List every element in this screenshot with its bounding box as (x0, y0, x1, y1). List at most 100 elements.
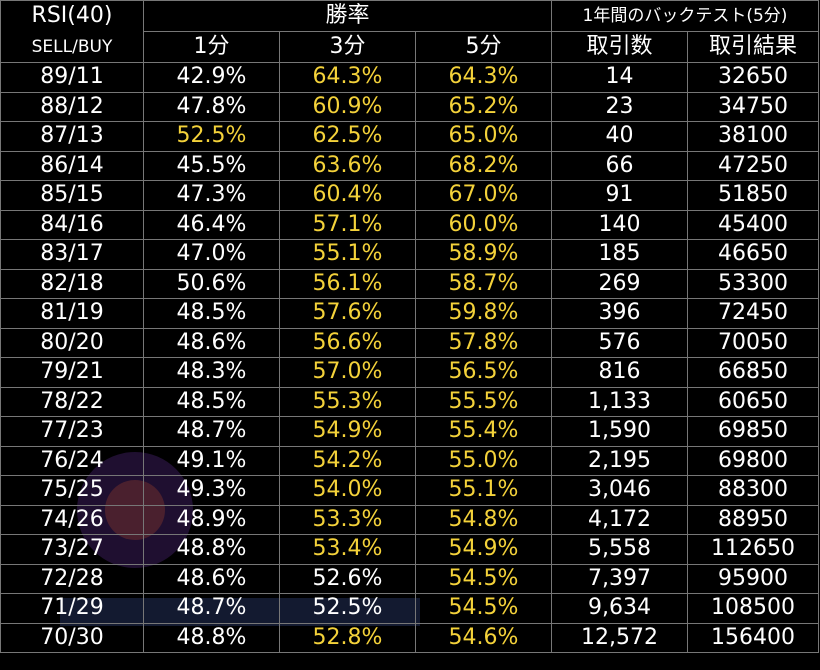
result-cell: 47250 (687, 150, 819, 181)
table-row: 84/16 46.4% 57.1% 60.0% 140 45400 (0, 209, 819, 240)
sell-buy-cell: 84/16 (0, 209, 144, 240)
win-rate-3min-cell: 56.1% (279, 268, 416, 299)
win-rate-5min-cell: 57.8% (415, 327, 552, 358)
win-rate-3min-cell: 52.8% (279, 622, 416, 653)
trades-cell: 185 (551, 239, 688, 270)
win-rate-3min-cell: 60.4% (279, 180, 416, 211)
trades-cell: 14 (551, 62, 688, 93)
result-cell: 156400 (687, 622, 819, 653)
win-rate-1min-cell: 47.3% (143, 180, 280, 211)
win-rate-3min-cell: 54.2% (279, 445, 416, 476)
table-row: 85/15 47.3% 60.4% 67.0% 91 51850 (0, 180, 819, 211)
col-header-3min: 3分 (279, 31, 416, 63)
win-rate-3min-cell: 57.0% (279, 357, 416, 388)
result-cell: 51850 (687, 180, 819, 211)
sell-buy-cell: 83/17 (0, 239, 144, 270)
trades-cell: 269 (551, 268, 688, 299)
table-row: 71/29 48.7% 52.5% 54.5% 9,634 108500 (0, 593, 819, 624)
win-rate-3min-cell: 62.5% (279, 121, 416, 152)
win-rate-1min-cell: 48.7% (143, 593, 280, 624)
win-rate-5min-cell: 54.5% (415, 593, 552, 624)
table-row: 82/18 50.6% 56.1% 58.7% 269 53300 (0, 268, 819, 299)
result-cell: 112650 (687, 534, 819, 565)
table-row: 74/26 48.9% 53.3% 54.8% 4,172 88950 (0, 504, 819, 535)
result-cell: 45400 (687, 209, 819, 240)
win-rate-1min-cell: 49.3% (143, 475, 280, 506)
backtest-header: 1年間のバックテスト(5分) (551, 0, 819, 32)
win-rate-3min-cell: 53.4% (279, 534, 416, 565)
win-rate-header: 勝率 (143, 0, 552, 32)
win-rate-1min-cell: 48.6% (143, 563, 280, 594)
win-rate-3min-cell: 63.6% (279, 150, 416, 181)
trades-cell: 2,195 (551, 445, 688, 476)
table-row: 81/19 48.5% 57.6% 59.8% 396 72450 (0, 298, 819, 329)
win-rate-3min-cell: 53.3% (279, 504, 416, 535)
result-cell: 53300 (687, 268, 819, 299)
col-header-result: 取引結果 (687, 31, 819, 63)
result-cell: 66850 (687, 357, 819, 388)
win-rate-5min-cell: 55.4% (415, 416, 552, 447)
win-rate-5min-cell: 67.0% (415, 180, 552, 211)
trades-cell: 12,572 (551, 622, 688, 653)
win-rate-5min-cell: 58.9% (415, 239, 552, 270)
sell-buy-cell: 89/11 (0, 62, 144, 93)
table-row: 76/24 49.1% 54.2% 55.0% 2,195 69800 (0, 445, 819, 476)
win-rate-5min-cell: 54.8% (415, 504, 552, 535)
win-rate-5min-cell: 59.8% (415, 298, 552, 329)
result-cell: 95900 (687, 563, 819, 594)
win-rate-1min-cell: 48.3% (143, 357, 280, 388)
trades-cell: 66 (551, 150, 688, 181)
win-rate-1min-cell: 47.8% (143, 91, 280, 122)
result-cell: 34750 (687, 91, 819, 122)
sell-buy-cell: 85/15 (0, 180, 144, 211)
sell-buy-cell: 81/19 (0, 298, 144, 329)
win-rate-1min-cell: 48.9% (143, 504, 280, 535)
win-rate-5min-cell: 56.5% (415, 357, 552, 388)
table-row: 79/21 48.3% 57.0% 56.5% 816 66850 (0, 357, 819, 388)
table-row: 75/25 49.3% 54.0% 55.1% 3,046 88300 (0, 475, 819, 506)
win-rate-3min-cell: 64.3% (279, 62, 416, 93)
win-rate-3min-cell: 55.1% (279, 239, 416, 270)
trades-cell: 7,397 (551, 563, 688, 594)
sell-buy-cell: 76/24 (0, 445, 144, 476)
win-rate-3min-cell: 57.1% (279, 209, 416, 240)
sell-buy-cell: 87/13 (0, 121, 144, 152)
trades-cell: 816 (551, 357, 688, 388)
win-rate-1min-cell: 48.8% (143, 622, 280, 653)
win-rate-1min-cell: 49.1% (143, 445, 280, 476)
sell-buy-cell: 82/18 (0, 268, 144, 299)
win-rate-5min-cell: 65.2% (415, 91, 552, 122)
result-cell: 60650 (687, 386, 819, 417)
win-rate-5min-cell: 54.6% (415, 622, 552, 653)
sell-buy-cell: 70/30 (0, 622, 144, 653)
trades-cell: 140 (551, 209, 688, 240)
win-rate-5min-cell: 65.0% (415, 121, 552, 152)
win-rate-5min-cell: 55.5% (415, 386, 552, 417)
table-row: 86/14 45.5% 63.6% 68.2% 66 47250 (0, 150, 819, 181)
win-rate-3min-cell: 52.5% (279, 593, 416, 624)
trades-cell: 396 (551, 298, 688, 329)
table-row: 77/23 48.7% 54.9% 55.4% 1,590 69850 (0, 416, 819, 447)
win-rate-5min-cell: 58.7% (415, 268, 552, 299)
win-rate-3min-cell: 54.9% (279, 416, 416, 447)
table-row: 73/27 48.8% 53.4% 54.9% 5,558 112650 (0, 534, 819, 565)
win-rate-3min-cell: 60.9% (279, 91, 416, 122)
header-row-2: SELL/BUY 1分 3分 5分 取引数 取引結果 (0, 31, 819, 63)
win-rate-1min-cell: 52.5% (143, 121, 280, 152)
sell-buy-cell: 79/21 (0, 357, 144, 388)
result-cell: 38100 (687, 121, 819, 152)
result-cell: 46650 (687, 239, 819, 270)
result-cell: 72450 (687, 298, 819, 329)
win-rate-1min-cell: 48.7% (143, 416, 280, 447)
table-row: 78/22 48.5% 55.3% 55.5% 1,133 60650 (0, 386, 819, 417)
trades-cell: 1,133 (551, 386, 688, 417)
trades-cell: 9,634 (551, 593, 688, 624)
win-rate-5min-cell: 54.5% (415, 563, 552, 594)
win-rate-5min-cell: 60.0% (415, 209, 552, 240)
trades-cell: 5,558 (551, 534, 688, 565)
table-row: 87/13 52.5% 62.5% 65.0% 40 38100 (0, 121, 819, 152)
result-cell: 108500 (687, 593, 819, 624)
result-cell: 70050 (687, 327, 819, 358)
rsi-backtest-table: RSI(40) 勝率 1年間のバックテスト(5分) SELL/BUY 1分 3分… (0, 0, 819, 653)
sell-buy-cell: 72/28 (0, 563, 144, 594)
